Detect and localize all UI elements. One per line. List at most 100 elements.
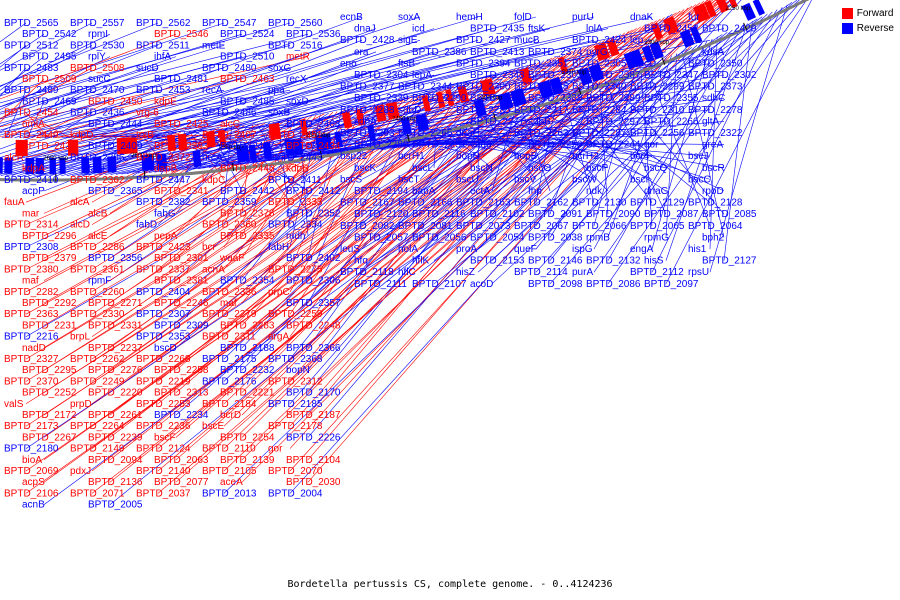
gene-label: ndk [586,186,603,197]
gene-leader-line [549,83,595,215]
reverse-gene-mark [689,26,703,44]
gene-leader-line [433,87,585,215]
gene-label: bopN [286,365,310,376]
gene-label: bscP [586,163,609,174]
gene-leader-line [289,106,363,270]
gene-label: alcE [88,231,108,242]
gene-label: bcrD [220,410,241,421]
gene-leader-line [433,110,511,192]
gene-label: bscO [528,163,552,174]
gene-label: BPTD_2411 [268,175,322,186]
gene-label: acpP [22,186,45,197]
gene-label: BPTD_2140 [136,466,191,477]
gene-label: mucB [514,35,540,46]
gene-label: rnc [688,35,702,46]
gene-label: greA [702,140,723,151]
gene-leader-line [241,46,585,393]
reverse-gene-mark [262,142,273,160]
reverse-gene-mark [236,145,250,163]
forward-gene-mark [116,137,129,155]
gene-leader-line [57,112,159,139]
gene-label: BPTD_2297 [586,116,641,127]
gene-label: BPTD_2244 [586,140,641,151]
gene-label: BPTD_2450 [88,96,143,107]
gene-label: BPTD_2424 [572,35,627,46]
gene-label: BPTD_2350 [688,58,743,69]
reverse-gene-mark [294,137,304,155]
gene-label: BPTD_2064 [688,221,743,232]
ruler-tick [319,150,323,159]
gene-label: bscV [514,174,537,185]
gene-label: BPTD_2250 [528,140,583,151]
gene-label: sdhB [528,116,551,127]
gene-label: BPTD_2267 [22,432,77,443]
gene-leader-line [25,70,512,360]
gene-label: BPTD_2327 [4,354,59,365]
gene-label: prpC [268,287,290,298]
gene-label: his1 [688,244,707,255]
gene-label: BPTD_2372 [136,152,191,163]
gene-label: alcR [4,152,24,163]
gene-leader-line [520,107,551,192]
gene-leader-line [0,28,435,169]
reverse-gene-mark [510,88,527,107]
gene-label: BPTD_2303 [528,70,583,81]
gene-label: BPTD_2516 [268,40,323,51]
forward-gene-mark [557,56,569,74]
gene-leader-line [419,99,548,203]
gene-leader-line [0,28,377,166]
gene-labels: BPTD_2565 BPTD_2557 BPTD_2562 BPTD_2547 BPTD… [4,12,757,511]
legend-forward: Forward [841,6,894,21]
gene-label: BPTD_2370 [4,376,59,387]
gene-label: BPTD_2271 [88,298,143,309]
gene-label: sucD [136,63,159,74]
gene-label: bcr [202,242,217,253]
gene-label: kdpA [22,164,45,175]
gene-label: bscU [456,174,479,185]
gene-label: BPTD_2265 [398,128,453,139]
gene-leader-line [0,45,291,120]
gene-leader-line [0,45,93,95]
gene-label: BPTD_2067 [514,221,569,232]
gene-label: gltA [702,116,720,127]
gene-label: BPTD_2172 [22,410,77,421]
gene-label: era [354,47,369,58]
forward-gene-mark [593,42,611,62]
forward-gene-mark [606,38,620,57]
gene-label: BPTD_2428 [340,35,395,46]
gene-leader-line [419,16,763,273]
gene-label: hfq [354,256,368,267]
ruler-tick-label: 2450 kbp [392,116,417,122]
gene-label: BPTD_2337 [136,264,191,275]
gene-label: sdhC [702,93,725,104]
gene-label: BPTD_2178 [268,421,323,432]
gene-label: BPTD_2449 [4,130,59,141]
forward-gene-mark [519,67,533,86]
gene-label: BPTD_2377 [340,82,395,93]
gene-leader-line [361,100,543,203]
forward-gene-mark [167,134,176,152]
ruler-tick-label: 2350 kbp [562,70,587,76]
gene-label: hisS [644,256,664,267]
gene-label: BPTD_2485 [220,96,275,107]
gene-leader-line [0,56,309,128]
gene-label: BPTD_2253 [136,399,191,410]
gene-leader-line [219,97,551,167]
genome-backbone [0,0,810,182]
gene-label: waaF [219,253,244,264]
gene-leader-line [39,39,653,177]
ruler-tick-label: 2400 kbp [478,95,503,101]
gene-label: BPTD_2259 [268,309,323,320]
gene-label: BPTD_2307 [136,309,191,320]
gene-leader-line [43,64,532,371]
forward-gene-mark [341,111,353,129]
gene-leader-line [446,126,551,169]
gene-label: BPTD_2112 [630,267,684,278]
gene-leader-line [109,136,118,147]
gene-label: ftsB [398,58,416,69]
gene-label: BPTD_2166 [398,198,453,209]
gene-label: BPTD_2097 [644,279,699,290]
reverse-gene-mark [679,29,695,48]
gene-label: BPTD_2082 [340,221,395,232]
gene-label: BPTD_2057 [354,232,409,243]
